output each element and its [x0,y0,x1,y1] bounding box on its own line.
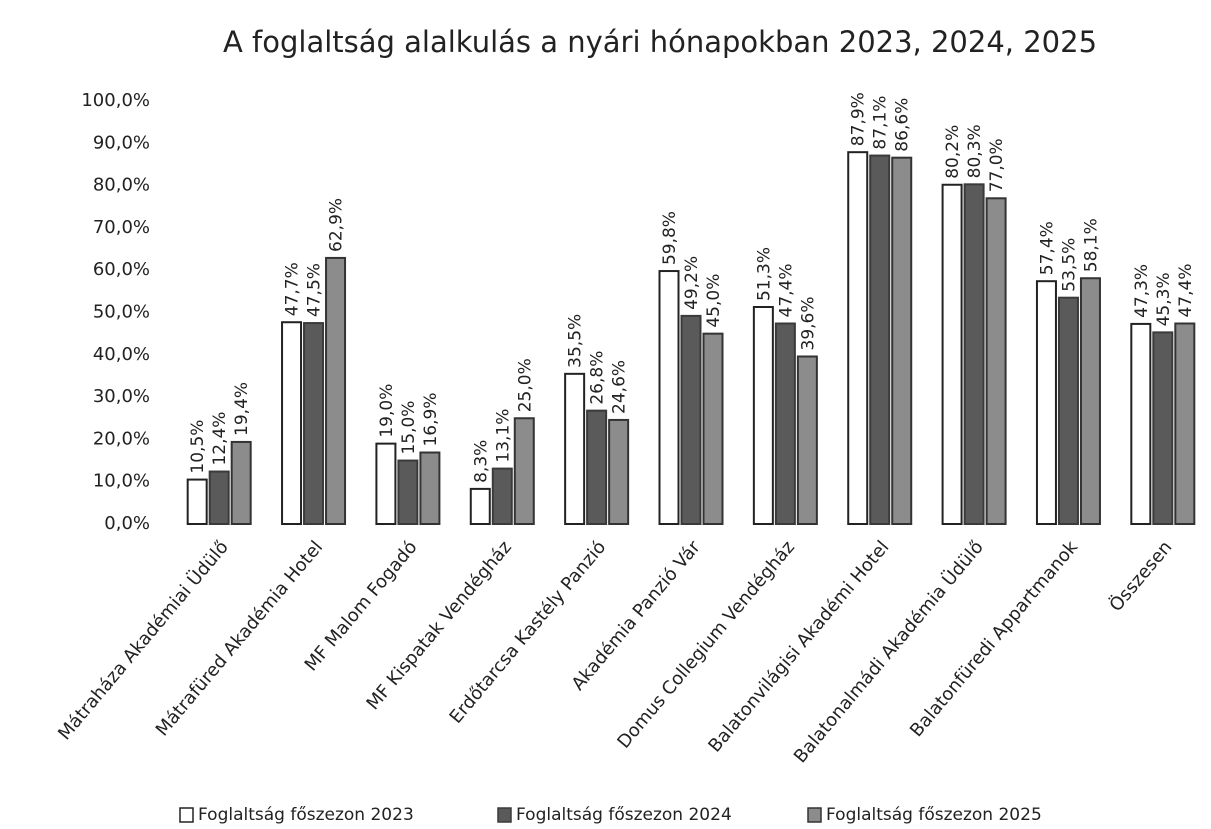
value-label: 47,4% [1176,263,1196,317]
value-label: 47,3% [1132,264,1152,318]
value-label: 58,1% [1081,218,1101,272]
bar [1079,277,1101,525]
value-label: 62,9% [327,198,347,252]
y-tick-label: 70,0% [93,217,150,238]
value-label: 49,2% [682,256,702,310]
bar [796,355,818,525]
value-label: 16,9% [421,392,441,446]
bar [375,442,397,526]
value-label: 80,3% [965,124,985,178]
bar [397,459,419,525]
y-tick-label: 80,0% [93,175,150,196]
value-label: 39,6% [798,296,818,350]
y-tick-label: 100,0% [81,90,150,111]
chart-title: A foglaltság alalkulás a nyári hónapokba… [223,25,1097,59]
value-label: 47,4% [776,263,796,317]
bar [186,478,208,525]
legend-swatch [807,807,822,823]
bar [230,440,252,525]
value-label: 13,1% [493,409,513,463]
y-tick-label: 50,0% [93,302,150,323]
value-label: 25,0% [515,358,535,412]
bar [658,270,680,525]
y-tick-label: 40,0% [93,344,150,365]
value-label: 47,7% [283,262,303,316]
x-tick-label: Erdőtarcsa Kastély Panzió [445,537,610,728]
bar [963,183,985,525]
bar [303,322,325,526]
value-label: 53,5% [1059,238,1079,292]
value-label: 8,3% [471,440,491,483]
bar [941,183,963,525]
bar [564,372,586,525]
value-label: 86,6% [893,98,913,152]
value-label: 87,1% [871,96,891,150]
value-label: 59,8% [660,211,680,265]
bar [1174,322,1196,525]
x-tick-label: Balatonvilágisi Akadémi Hotel [704,537,893,757]
value-label: 57,4% [1037,221,1057,275]
bar [419,451,441,525]
legend-label: Foglaltság főszezon 2024 [516,805,732,825]
bar [680,314,702,525]
bar [513,417,535,525]
legend-label: Foglaltság főszezon 2025 [826,805,1042,825]
value-label: 35,5% [566,314,586,368]
value-label: 19,4% [232,382,252,436]
value-label: 77,0% [987,138,1007,192]
bar [869,154,891,526]
y-tick-label: 0,0% [104,513,150,534]
x-tick-label: Balatonfüredi Appartmanok [906,536,1082,741]
value-label: 15,0% [399,401,419,455]
bar [586,409,608,525]
value-label: 45,3% [1154,272,1174,326]
bar [281,321,303,525]
x-tick-label: Mátrafüred Akadémia Hotel [152,537,327,740]
value-label: 24,6% [610,360,630,414]
bar [469,487,491,525]
x-tick-label: Összesen [1105,536,1177,615]
y-tick-label: 60,0% [93,259,150,280]
legend-label: Foglaltság főszezon 2023 [198,805,414,825]
y-tick-label: 90,0% [93,132,150,153]
legend-swatch [179,807,194,823]
bar [752,306,774,525]
bar [1057,296,1079,525]
bar [891,156,913,525]
legend-swatch [497,807,512,823]
y-tick-label: 20,0% [93,428,150,449]
bar [1152,331,1174,526]
bar [774,322,796,525]
bar [491,467,513,526]
bar [208,470,230,526]
y-tick-label: 10,0% [93,471,150,492]
value-label: 47,5% [305,263,325,317]
value-label: 51,3% [754,247,774,301]
bar [702,332,724,525]
bar [1035,280,1057,525]
value-label: 19,0% [377,384,397,438]
value-label: 10,5% [188,420,208,474]
value-label: 80,2% [943,125,963,179]
x-tick-label: Domus Collegium Vendégház [613,537,799,753]
bar [1130,322,1152,525]
x-tick-label: Mátraháza Akadémiai Üdülő [53,536,232,744]
bar [985,197,1007,525]
value-label: 26,8% [588,351,608,405]
value-label: 87,9% [849,92,869,146]
bar [608,418,630,525]
bar [325,256,347,525]
value-label: 45,0% [704,274,724,328]
value-label: 12,4% [210,412,230,466]
x-tick-label: Balatonalmádi Akadémia Üdülő [789,536,988,767]
bar [847,151,869,525]
y-tick-label: 30,0% [93,386,150,407]
